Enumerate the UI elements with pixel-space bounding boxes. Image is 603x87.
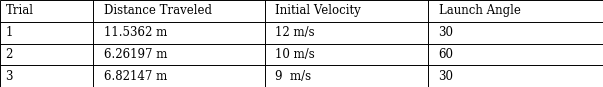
Text: Distance Traveled: Distance Traveled: [104, 4, 212, 17]
Text: Initial Velocity: Initial Velocity: [275, 4, 361, 17]
Text: 30: 30: [438, 70, 453, 83]
Text: 1: 1: [5, 26, 13, 39]
Text: 30: 30: [438, 26, 453, 39]
Text: 9  m/s: 9 m/s: [275, 70, 311, 83]
Text: 10 m/s: 10 m/s: [275, 48, 315, 61]
Text: 6.82147 m: 6.82147 m: [104, 70, 167, 83]
Text: 60: 60: [438, 48, 453, 61]
Text: Trial: Trial: [5, 4, 34, 17]
Text: 2: 2: [5, 48, 13, 61]
Text: 12 m/s: 12 m/s: [275, 26, 315, 39]
Text: 6.26197 m: 6.26197 m: [104, 48, 167, 61]
Text: 11.5362 m: 11.5362 m: [104, 26, 167, 39]
Text: Launch Angle: Launch Angle: [438, 4, 520, 17]
Text: 3: 3: [5, 70, 13, 83]
